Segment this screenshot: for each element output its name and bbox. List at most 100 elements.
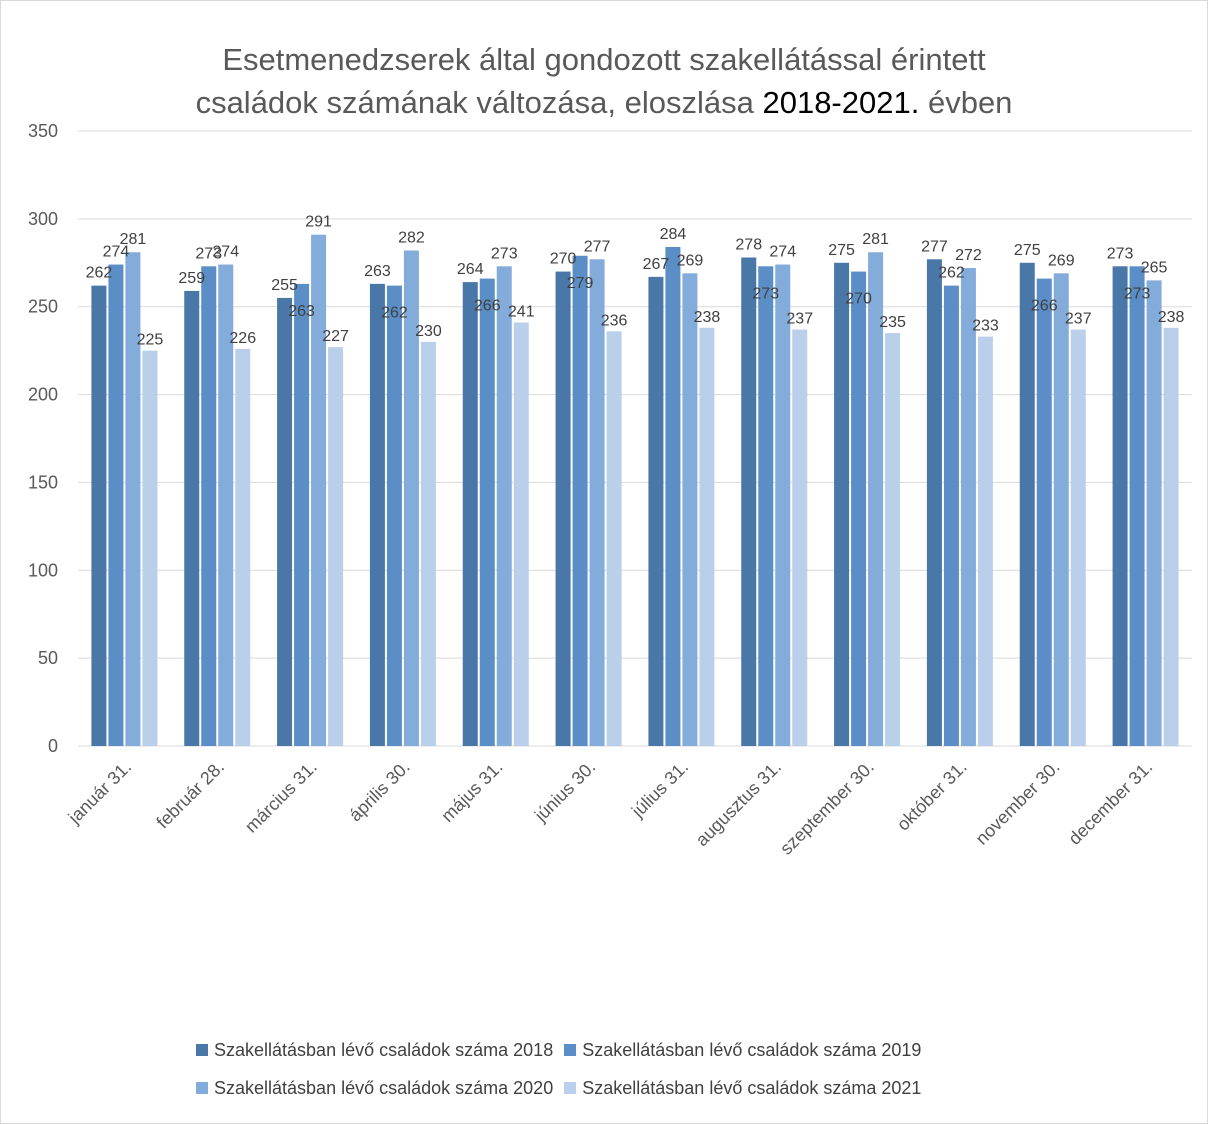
y-tick-label: 250 <box>28 297 58 317</box>
data-label: 241 <box>508 304 535 321</box>
legend-row: Szakellátásban lévő családok száma 2018 … <box>196 1040 1076 1062</box>
bar <box>960 268 976 746</box>
data-label: 277 <box>584 238 611 255</box>
data-label: 273 <box>752 285 779 302</box>
bar <box>1053 273 1069 746</box>
data-label: 236 <box>601 312 628 329</box>
bar <box>125 252 141 746</box>
bar <box>648 276 664 746</box>
bar <box>201 266 217 746</box>
bar <box>311 234 327 746</box>
bar <box>926 259 942 746</box>
x-tick-label: április 30. <box>345 757 414 826</box>
bar <box>1070 329 1086 746</box>
data-label: 274 <box>212 244 239 261</box>
chart-title-line-1: Esetmenedzserek által gondozott szakellá… <box>222 42 986 77</box>
legend-label-2018: Szakellátásban lévő családok száma 2018 <box>214 1040 554 1060</box>
bar <box>1163 327 1179 746</box>
y-tick-label: 100 <box>28 560 58 580</box>
chart-title-suffix: évben <box>919 85 1013 120</box>
bar <box>851 271 867 746</box>
x-tick-label: május 31. <box>437 757 506 826</box>
bar <box>142 350 158 746</box>
data-label: 282 <box>398 229 425 246</box>
y-tick-label: 200 <box>28 385 58 405</box>
data-label: 279 <box>567 275 594 292</box>
legend: Szakellátásban lévő családok száma 2018 … <box>196 1040 1076 1116</box>
data-label: 275 <box>1014 242 1041 259</box>
data-label: 269 <box>677 252 704 269</box>
bar <box>1019 262 1035 746</box>
y-tick-label: 50 <box>38 648 58 668</box>
bar <box>184 290 200 746</box>
bar <box>792 329 808 746</box>
data-label: 237 <box>1065 311 1092 328</box>
data-label: 273 <box>1107 245 1134 262</box>
legend-item-2018: Szakellátásban lévő családok száma 2018 <box>196 1040 553 1061</box>
data-label: 264 <box>457 261 484 278</box>
data-label: 262 <box>86 265 113 282</box>
legend-row: Szakellátásban lévő családok száma 2020 … <box>196 1078 1076 1100</box>
x-tick-label: augusztus 31. <box>692 757 785 850</box>
bar <box>943 285 959 746</box>
chart-title: Esetmenedzserek által gondozott szakellá… <box>0 38 1208 124</box>
bar <box>277 297 293 746</box>
bar <box>1036 278 1052 746</box>
chart-title-text: családok számának változása, eloszlása <box>195 85 763 120</box>
data-label: 237 <box>786 311 813 328</box>
bar <box>834 262 850 746</box>
bar <box>699 327 715 746</box>
bar <box>386 285 402 746</box>
bar <box>294 283 310 746</box>
data-label: 277 <box>921 238 948 255</box>
bar <box>479 278 495 746</box>
data-label: 265 <box>1141 259 1168 276</box>
y-tick-label: 150 <box>28 472 58 492</box>
legend-swatch-2018 <box>196 1044 208 1056</box>
data-label: 227 <box>322 328 349 345</box>
data-label: 274 <box>103 244 130 261</box>
bar <box>758 266 774 746</box>
bar <box>682 273 698 746</box>
data-label: 272 <box>955 247 982 264</box>
y-tick-label: 300 <box>28 209 58 229</box>
data-label: 263 <box>288 303 315 320</box>
data-label: 274 <box>769 244 796 261</box>
data-label: 238 <box>694 309 721 326</box>
legend-label-2019: Szakellátásban lévő családok száma 2019 <box>582 1040 922 1060</box>
data-label: 266 <box>1031 298 1058 315</box>
bar <box>369 283 385 746</box>
bar <box>513 322 529 746</box>
bar <box>775 264 791 746</box>
data-label: 225 <box>137 332 164 349</box>
data-label: 238 <box>1158 309 1185 326</box>
bar <box>108 264 124 746</box>
data-label: 262 <box>938 265 965 282</box>
legend-swatch-2019 <box>564 1044 577 1056</box>
x-tick-label: június 30. <box>530 757 599 826</box>
bar <box>885 333 901 746</box>
data-label: 235 <box>879 314 906 331</box>
chart-title-line-2: családok számának változása, eloszlása 2… <box>0 81 1208 124</box>
bar <box>572 255 588 746</box>
bar <box>555 271 571 746</box>
x-tick-label: július 31. <box>627 757 692 822</box>
legend-label-2021: Szakellátásban lévő családok száma 2021 <box>582 1078 922 1098</box>
bar <box>977 336 993 746</box>
bar <box>741 257 757 746</box>
data-label: 267 <box>643 256 670 273</box>
data-label: 275 <box>828 242 855 259</box>
bar <box>403 250 419 746</box>
legend-label-2020: Szakellátásban lévő családok száma 2020 <box>214 1078 554 1098</box>
y-tick-label: 0 <box>48 736 58 756</box>
bar <box>462 282 478 746</box>
legend-swatch-2020 <box>196 1082 208 1094</box>
x-tick-label: október 31. <box>893 757 971 835</box>
bar <box>420 341 436 746</box>
data-label: 270 <box>845 291 872 308</box>
bar <box>665 246 681 746</box>
x-tick-label: november 30. <box>972 757 1064 849</box>
bar <box>218 264 234 746</box>
data-label: 273 <box>195 245 222 262</box>
